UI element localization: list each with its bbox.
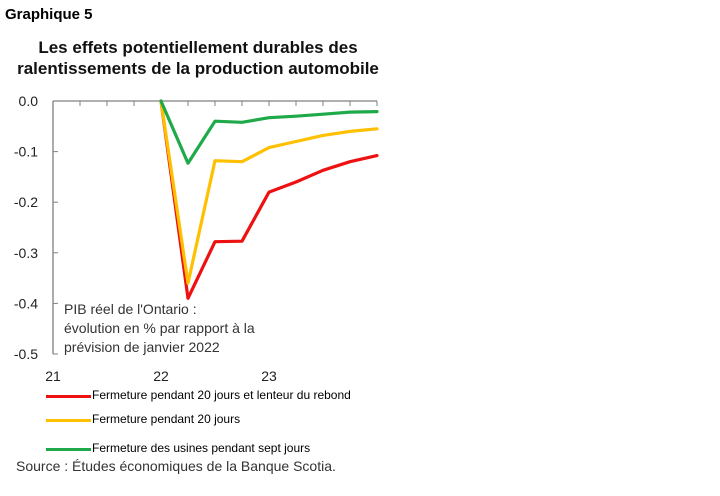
y-tick-label: -0.1 <box>14 144 38 160</box>
x-tick-label: 21 <box>45 368 61 384</box>
legend-swatch <box>46 419 91 422</box>
y-tick-label: 0.0 <box>19 93 39 109</box>
legend-label: Fermeture pendant 20 jours <box>92 412 241 426</box>
legend-label: Fermeture pendant 20 jours et lenteur du… <box>92 388 351 402</box>
series-line <box>159 99 379 300</box>
legend-swatch <box>46 395 91 398</box>
chart-label: Graphique 5 <box>5 6 93 23</box>
y-tick-label: -0.3 <box>14 245 38 261</box>
series-line <box>159 99 379 285</box>
x-tick-label: 23 <box>261 368 277 384</box>
chart-title: Les effets potentiellement durables des … <box>17 38 379 78</box>
source-note: Source : Études économiques de la Banque… <box>16 458 336 474</box>
y-tick-label: -0.4 <box>14 295 38 311</box>
y-tick-label: -0.2 <box>14 194 38 210</box>
y-tick-label: -0.5 <box>14 346 38 362</box>
plot-annotation: PIB réel de l'Ontario : évolution en % pa… <box>64 301 255 355</box>
series-line <box>159 99 379 165</box>
x-tick-label: 22 <box>153 368 169 384</box>
legend-swatch <box>46 448 91 451</box>
legend-label: Fermeture des usines pendant sept jours <box>92 441 311 455</box>
